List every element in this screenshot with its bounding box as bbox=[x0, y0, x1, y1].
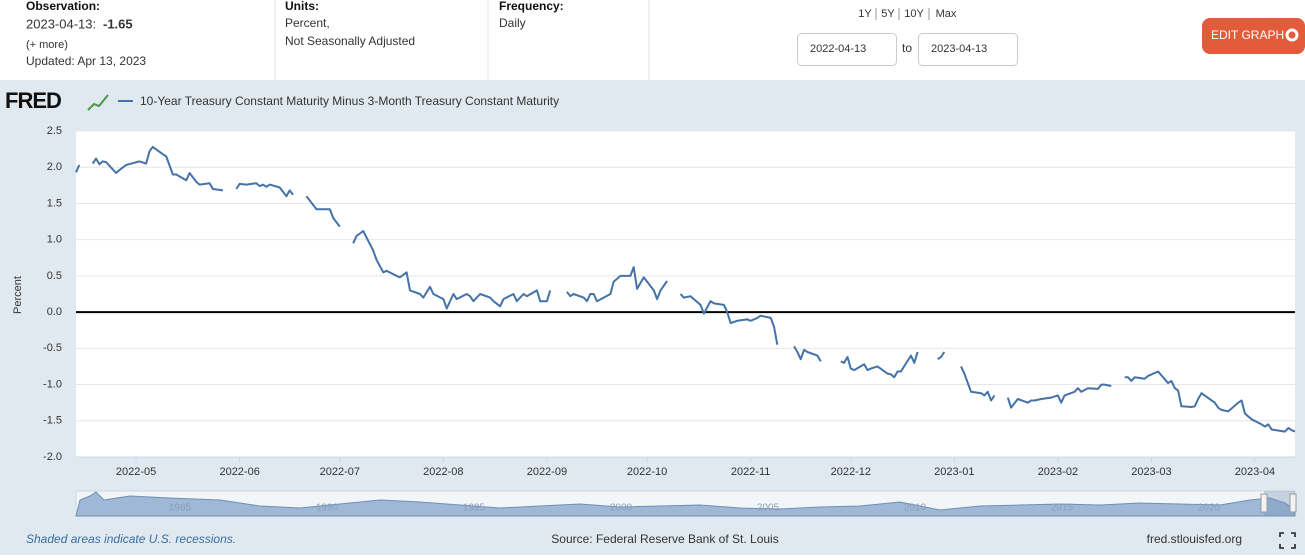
navigator-year: 2010 bbox=[904, 503, 927, 514]
series-line bbox=[75, 145, 1296, 433]
navigator-handle[interactable] bbox=[1260, 493, 1268, 513]
x-tick-label: 2022-07 bbox=[320, 466, 360, 478]
x-tick-label: 2022-10 bbox=[627, 466, 667, 478]
observation-date: 2023-04-13: bbox=[26, 16, 96, 31]
x-tick-label: 2023-03 bbox=[1131, 466, 1171, 478]
navigator-year: 2020 bbox=[1198, 503, 1221, 514]
x-tick-label: 2022-09 bbox=[527, 466, 567, 478]
frequency-label: Frequency: bbox=[499, 0, 564, 13]
navigator-year: 2005 bbox=[757, 503, 780, 514]
source: Source: Federal Reserve Bank of St. Loui… bbox=[551, 532, 778, 546]
edit-graph-label: EDIT GRAPH bbox=[1211, 28, 1284, 42]
x-tick-label: 2023-02 bbox=[1038, 466, 1078, 478]
frequency-value: Daily bbox=[499, 16, 526, 30]
x-tick-label: 2022-12 bbox=[831, 466, 871, 478]
x-tick-label: 2022-05 bbox=[116, 466, 156, 478]
navigator-year: 2015 bbox=[1051, 503, 1074, 514]
navigator-handle[interactable] bbox=[1289, 493, 1297, 513]
y-tick-label: 0.5 bbox=[47, 270, 62, 282]
y-tick-label: 2.0 bbox=[47, 161, 62, 173]
plot-area bbox=[76, 131, 1295, 457]
date-sep: to bbox=[902, 41, 912, 55]
units-line: Percent, bbox=[285, 16, 330, 30]
observation-label: Observation: bbox=[26, 0, 100, 13]
range-link[interactable]: 1Y bbox=[858, 8, 872, 20]
date-input[interactable] bbox=[797, 33, 897, 66]
range-link[interactable]: 5Y bbox=[881, 8, 895, 20]
legend-entry: 10-Year Treasury Constant Maturity Minus… bbox=[140, 94, 559, 108]
y-axis-label: Percent bbox=[12, 276, 24, 314]
y-tick-label: -2.0 bbox=[43, 451, 62, 463]
y-tick-label: 1.5 bbox=[47, 197, 62, 209]
navigator-year: 1985 bbox=[169, 503, 192, 514]
date-input[interactable] bbox=[918, 33, 1018, 66]
range-link[interactable]: 10Y bbox=[904, 8, 924, 20]
y-tick-label: 1.0 bbox=[47, 234, 62, 246]
y-tick-label: -1.5 bbox=[43, 415, 62, 427]
navigator-year: 2000 bbox=[610, 503, 633, 514]
x-tick-label: 2022-08 bbox=[423, 466, 463, 478]
observation-more[interactable]: (+ more) bbox=[26, 39, 68, 51]
y-tick-label: 2.5 bbox=[47, 125, 62, 137]
site[interactable]: fred.stlouisfed.org bbox=[1147, 532, 1242, 546]
recession-note: Shaded areas indicate U.S. recessions. bbox=[26, 532, 236, 546]
navigator-year: 1990 bbox=[316, 503, 339, 514]
logo-icon bbox=[87, 94, 109, 111]
units-line: Not Seasonally Adjusted bbox=[285, 34, 415, 48]
header-bg bbox=[0, 0, 1305, 80]
units-label: Units: bbox=[285, 0, 319, 13]
edit-graph-button[interactable] bbox=[1202, 18, 1305, 54]
y-tick-label: 0.0 bbox=[47, 306, 62, 318]
navigator-year: 1995 bbox=[463, 503, 486, 514]
date-to: 2023-04-13 bbox=[931, 43, 987, 55]
fullscreen-icon[interactable] bbox=[1279, 532, 1296, 549]
x-tick-label: 2023-04 bbox=[1235, 466, 1275, 478]
date-from: 2022-04-13 bbox=[810, 43, 866, 55]
updated: Updated: Apr 13, 2023 bbox=[26, 54, 146, 68]
x-tick-label: 2022-06 bbox=[219, 466, 259, 478]
x-tick-label: 2023-01 bbox=[934, 466, 974, 478]
y-tick-label: -1.0 bbox=[43, 378, 62, 390]
x-tick-label: 2022-11 bbox=[731, 466, 771, 478]
observation-value: -1.65 bbox=[103, 16, 133, 31]
navigator-series bbox=[75, 491, 1296, 517]
logo: FRED bbox=[5, 88, 61, 113]
range-link[interactable]: Max bbox=[936, 8, 957, 20]
y-tick-label: -0.5 bbox=[43, 342, 62, 354]
gear-icon bbox=[1285, 28, 1299, 42]
